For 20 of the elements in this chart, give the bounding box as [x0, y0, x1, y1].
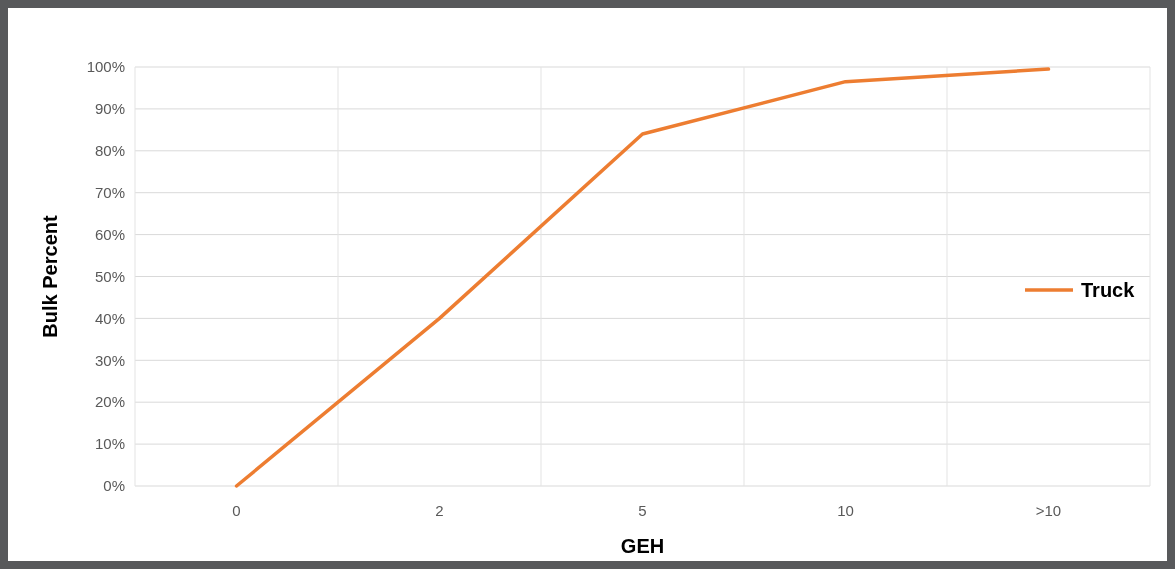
y-tick-label: 50%: [94, 267, 125, 285]
y-tick-label: 30%: [94, 351, 125, 369]
legend-label: Truck: [1081, 279, 1136, 301]
x-tick-label: 2: [435, 502, 444, 519]
x-tick-label: 5: [638, 502, 647, 519]
y-tick-label: 80%: [94, 142, 125, 160]
y-tick-label: 90%: [94, 100, 125, 118]
x-tick-label: 0: [232, 502, 241, 519]
line-series: [234, 67, 1051, 488]
x-tick-label: >10: [1035, 502, 1062, 519]
y-tick-label: 100%: [86, 58, 125, 76]
y-tick-label: 70%: [94, 183, 125, 201]
y-tick-label: 0%: [103, 477, 125, 495]
x-tick-label: 10: [837, 502, 854, 519]
y-tick-label: 40%: [94, 309, 125, 327]
x-axis-title: GEH: [620, 535, 665, 557]
y-tick-label: 10%: [94, 435, 125, 453]
y-tick-label: 60%: [94, 225, 125, 243]
y-axis-title: Bulk Percent: [39, 215, 61, 338]
y-tick-label: 20%: [94, 393, 125, 411]
